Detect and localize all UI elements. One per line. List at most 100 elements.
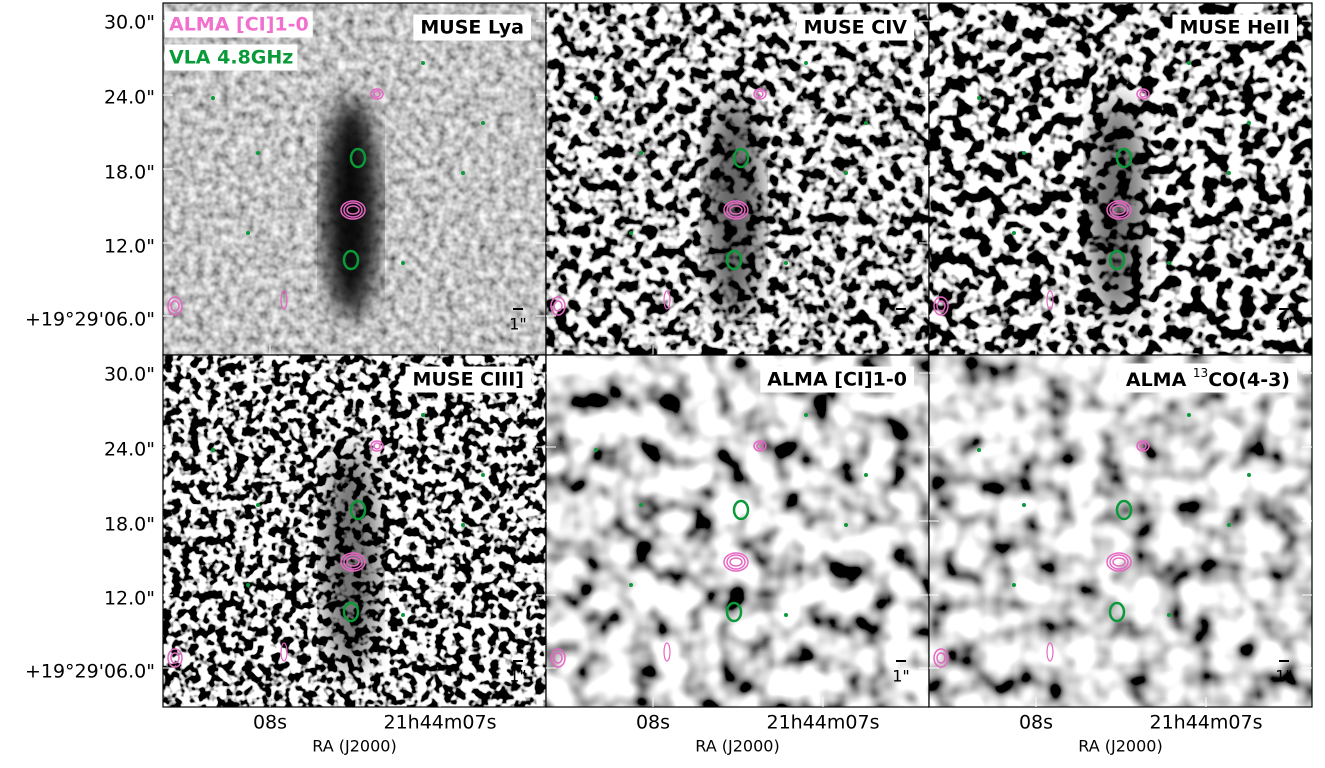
ci-contour xyxy=(726,554,746,570)
radio-contour xyxy=(725,249,743,271)
emission xyxy=(323,450,379,670)
radio-speck xyxy=(804,413,808,417)
ci-contour xyxy=(933,648,949,668)
radio-speck xyxy=(401,613,405,617)
label-background xyxy=(1172,14,1297,41)
scale-bar-label: 1" xyxy=(1275,315,1293,334)
ci-contour xyxy=(1106,552,1132,572)
panel: ALMA [CI]1-0 1" 08s 21h44m07s RA (J2000) xyxy=(545,354,930,756)
ci-contour xyxy=(1139,442,1147,450)
y-tick-label: 18.0" xyxy=(104,162,155,184)
radio-speck xyxy=(977,448,981,452)
radio-speck xyxy=(246,583,250,587)
radio-contour xyxy=(732,147,750,169)
image xyxy=(929,3,1312,355)
legend-entry: VLA 4.8GHz xyxy=(169,47,293,69)
x-axis-label: RA (J2000) xyxy=(312,737,396,756)
ci-contour xyxy=(343,554,363,570)
ci-contour xyxy=(1109,554,1129,570)
image xyxy=(546,355,929,707)
ci-contour xyxy=(1112,557,1126,567)
radio-speck xyxy=(784,261,788,265)
x-tick-label: 21h44m07s xyxy=(767,712,880,734)
radio-speck xyxy=(594,96,598,100)
ci-contour xyxy=(723,200,749,220)
noise-image xyxy=(546,355,929,707)
radio-speck xyxy=(844,171,848,175)
y-tick-label: +19°29'06.0" xyxy=(25,661,155,683)
panel-label: ALMA [CI]1-0 xyxy=(767,369,907,391)
noise-image xyxy=(929,355,1312,707)
scale-bar-label: 1" xyxy=(892,667,910,686)
ci-contour xyxy=(933,296,949,316)
image xyxy=(546,3,929,355)
ci-contour xyxy=(346,557,360,567)
radio-contour xyxy=(342,601,360,623)
scale-bar-label: 1" xyxy=(509,315,527,334)
radio-speck xyxy=(864,121,868,125)
ci-contour xyxy=(1109,202,1129,218)
ci-contour xyxy=(1139,90,1147,98)
ci-contour xyxy=(663,290,671,310)
y-tick-label: 18.0" xyxy=(104,514,155,536)
radio-speck xyxy=(481,473,485,477)
y-tick-label: 30.0" xyxy=(104,364,155,386)
radio-speck xyxy=(256,151,260,155)
ci-contour xyxy=(723,552,749,572)
radio-contour xyxy=(1108,601,1126,623)
panel-label: MUSE CIII] xyxy=(413,369,524,391)
panel: ALMA 13CO(4-3) 1" 08s 21h44m07s RA (J2000) xyxy=(928,354,1313,756)
ci-contour xyxy=(550,296,566,316)
ci-contour xyxy=(170,300,180,312)
panel-label: MUSE Lya xyxy=(420,17,524,39)
radio-speck xyxy=(246,231,250,235)
radio-speck xyxy=(211,448,215,452)
panel-label: MUSE HeII xyxy=(1179,17,1290,39)
radio-speck xyxy=(1227,171,1231,175)
radio-speck xyxy=(256,503,260,507)
ci-contour xyxy=(1136,440,1150,452)
ci-contour xyxy=(1106,200,1132,220)
ci-contour xyxy=(370,88,384,100)
ci-contour xyxy=(1112,205,1126,215)
ci-contour xyxy=(553,300,563,312)
scale-bar-label: 1" xyxy=(509,667,527,686)
panel: MUSE CIV 1" xyxy=(545,2,930,356)
y-tick-label: 24.0" xyxy=(104,439,155,461)
ci-contour xyxy=(370,440,384,452)
ci-contour xyxy=(1136,88,1150,100)
ci-contour xyxy=(756,90,764,98)
ci-contour xyxy=(1046,290,1054,310)
panel-label: MUSE CIV xyxy=(804,17,908,39)
x-tick-label: 08s xyxy=(253,712,287,734)
image xyxy=(163,355,546,707)
label-background xyxy=(165,44,298,71)
label-background xyxy=(796,14,915,41)
radio-contour xyxy=(349,499,367,521)
ci-contour xyxy=(729,557,743,567)
ci-contour xyxy=(936,652,946,664)
radio-speck xyxy=(629,583,633,587)
radio-speck xyxy=(1167,613,1171,617)
label-background xyxy=(165,11,313,38)
radio-speck xyxy=(1187,61,1191,65)
x-axis-label: RA (J2000) xyxy=(1078,737,1162,756)
scale-bar-label: 1" xyxy=(1275,667,1293,686)
radio-contour xyxy=(349,147,367,169)
radio-contour xyxy=(1115,147,1133,169)
radio-speck xyxy=(1012,231,1016,235)
radio-speck xyxy=(844,523,848,527)
label-background xyxy=(413,14,531,41)
panel: MUSE Lya ALMA [CI]1-0 VLA 4.8GHz 1" 30.0" 24.… xyxy=(25,2,547,356)
ci-contour xyxy=(753,440,767,452)
ci-contour xyxy=(373,442,381,450)
radio-speck xyxy=(1227,523,1231,527)
radio-contour xyxy=(1115,499,1133,521)
radio-speck xyxy=(461,523,465,527)
radio-speck xyxy=(461,171,465,175)
ci-contour xyxy=(373,90,381,98)
label-background xyxy=(1118,363,1297,393)
ci-contour xyxy=(1046,642,1054,662)
radio-speck xyxy=(481,121,485,125)
ci-contour xyxy=(726,202,746,218)
